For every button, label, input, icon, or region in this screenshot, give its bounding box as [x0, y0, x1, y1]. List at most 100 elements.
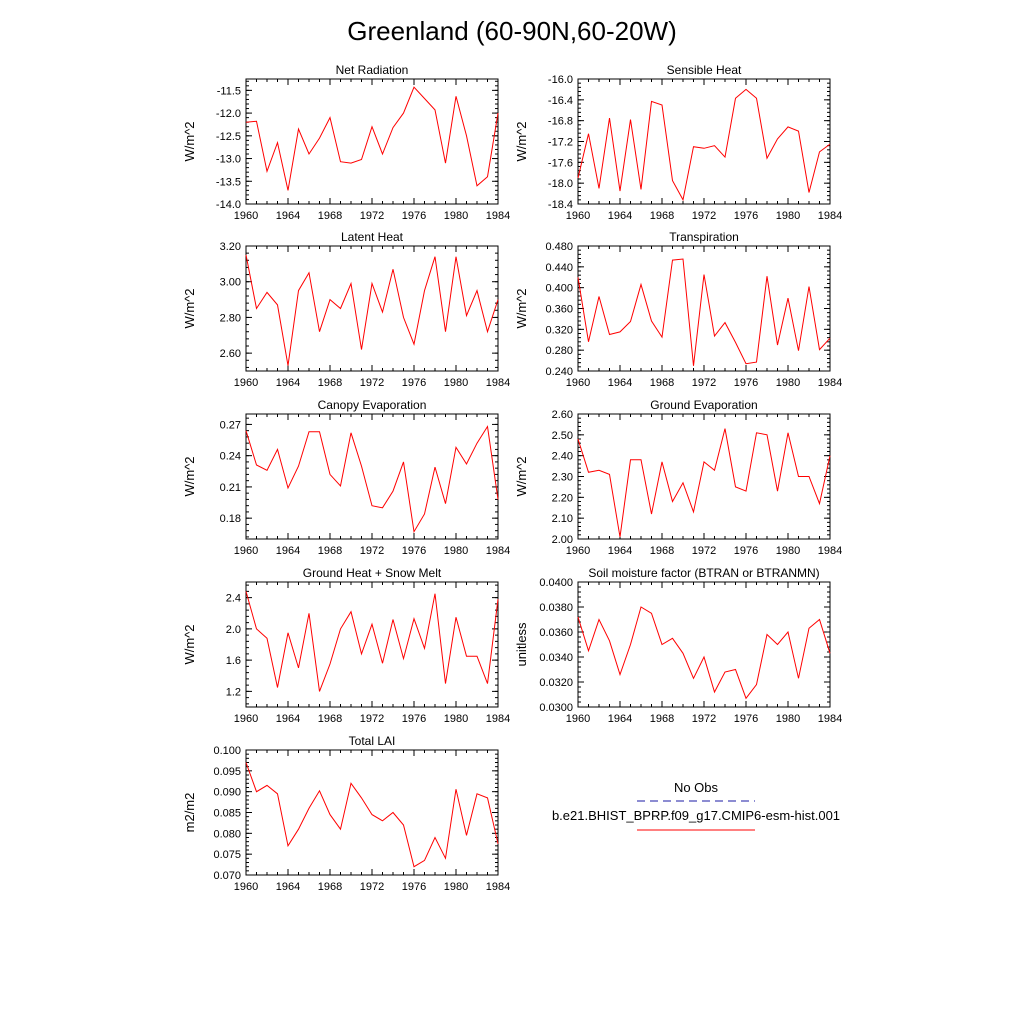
x-tick-label: 1964: [276, 545, 300, 557]
x-tick-label: 1980: [776, 545, 800, 557]
panel-transpiration: Transpiration W/m^2 1960 1964 1968 1972 1976 19…: [514, 230, 842, 389]
y-axis-label: W/m^2: [182, 121, 197, 161]
x-tick-label: 1960: [234, 210, 258, 222]
x-tick-label: 1968: [318, 881, 342, 893]
x-tick-label: 1984: [486, 713, 510, 725]
x-tick-label: 1972: [360, 881, 384, 893]
x-tick-label: 1980: [444, 713, 468, 725]
x-tick-label: 1960: [234, 713, 258, 725]
y-tick-label: 1.6: [226, 655, 241, 667]
legend: No Obs b.e21.BHIST_BPRP.f09_g17.CMIP6-es…: [552, 780, 840, 831]
x-tick-label: 1980: [444, 377, 468, 389]
y-axis-label: W/m^2: [182, 456, 197, 496]
y-tick-label: 2.4: [226, 593, 241, 605]
x-tick-label: 1972: [692, 545, 716, 557]
x-tick-label: 1964: [608, 210, 632, 222]
x-tick-label: 1984: [818, 713, 842, 725]
x-tick-label: 1960: [234, 545, 258, 557]
y-tick-label: 0.27: [220, 419, 241, 431]
y-tick-label: 2.0: [226, 624, 241, 636]
x-tick-label: 1972: [692, 713, 716, 725]
y-tick-label: 0.440: [545, 262, 573, 274]
x-tick-label: 1980: [776, 210, 800, 222]
x-tick-label: 1976: [402, 210, 426, 222]
y-tick-label: -12.5: [216, 131, 241, 143]
y-axis-label: unitless: [514, 622, 529, 667]
panel-title: Canopy Evaporation: [318, 398, 427, 412]
panel-title: Latent Heat: [341, 230, 404, 244]
x-tick-label: 1976: [734, 713, 758, 725]
series-line: [577, 428, 831, 537]
panel-net-radiation: Net Radiation W/m^2 1960 1964 1968 1972 1976 19…: [182, 63, 510, 222]
x-tick-label: 1964: [276, 210, 300, 222]
panel-title: Net Radiation: [336, 63, 409, 77]
figure-title: Greenland (60-90N,60-20W): [347, 16, 677, 46]
series-line: [245, 591, 499, 692]
x-tick-label: 1976: [734, 210, 758, 222]
panel-ground-evaporation: Ground Evaporation W/m^2 1960 1964 1968 1972 1…: [514, 398, 842, 557]
x-tick-label: 1964: [276, 377, 300, 389]
y-tick-label: 0.0320: [539, 677, 573, 689]
x-tick-label: 1976: [402, 713, 426, 725]
panel-title: Sensible Heat: [667, 63, 742, 77]
y-tick-label: -18.0: [548, 178, 573, 190]
y-tick-label: 0.21: [220, 482, 241, 494]
y-tick-label: -17.6: [548, 157, 573, 169]
y-tick-label: 0.320: [545, 324, 573, 336]
y-tick-label: -12.0: [216, 108, 241, 120]
y-axis-label: W/m^2: [514, 456, 529, 496]
y-axis-label: W/m^2: [514, 288, 529, 328]
x-tick-label: 1976: [402, 377, 426, 389]
plot-frame: [245, 581, 499, 708]
y-tick-label: 0.400: [545, 283, 573, 295]
y-tick-label: 2.50: [552, 430, 573, 442]
y-axis-label: W/m^2: [514, 121, 529, 161]
x-tick-label: 1968: [318, 377, 342, 389]
x-tick-label: 1960: [566, 713, 590, 725]
x-tick-label: 1972: [360, 377, 384, 389]
y-tick-label: 2.20: [552, 492, 573, 504]
panel-title: Soil moisture factor (BTRAN or BTRANMN): [588, 566, 819, 580]
y-tick-label: -16.8: [548, 116, 573, 128]
x-tick-label: 1980: [444, 210, 468, 222]
plot-frame: [245, 245, 499, 372]
y-tick-label: -16.0: [548, 74, 573, 86]
y-tick-label: -17.2: [548, 137, 573, 149]
y-tick-label: 0.0380: [539, 602, 573, 614]
x-tick-label: 1972: [360, 545, 384, 557]
y-tick-label: 0.085: [213, 808, 241, 820]
legend-label-model: b.e21.BHIST_BPRP.f09_g17.CMIP6-esm-hist.…: [552, 808, 840, 823]
legend-label-no-obs: No Obs: [674, 780, 719, 795]
x-tick-label: 1960: [234, 881, 258, 893]
plot-frame: [245, 749, 499, 876]
y-tick-label: -18.4: [548, 199, 573, 211]
x-tick-label: 1964: [608, 713, 632, 725]
y-axis-label: W/m^2: [182, 288, 197, 328]
x-tick-label: 1968: [318, 210, 342, 222]
x-tick-label: 1984: [818, 377, 842, 389]
x-tick-label: 1972: [692, 377, 716, 389]
x-tick-label: 1976: [402, 545, 426, 557]
x-tick-label: 1972: [360, 210, 384, 222]
y-tick-label: 0.280: [545, 345, 573, 357]
x-tick-label: 1976: [402, 881, 426, 893]
panels-group: Net Radiation W/m^2 1960 1964 1968 1972 1976 19…: [182, 63, 842, 893]
panel-ground-heat-snow-melt: Ground Heat + Snow Melt W/m^2 1960 1964 1968…: [182, 566, 510, 725]
x-tick-label: 1964: [608, 545, 632, 557]
y-tick-label: 2.00: [552, 534, 573, 546]
y-tick-label: 2.60: [220, 348, 241, 360]
y-tick-label: -11.5: [217, 85, 241, 97]
x-tick-label: 1968: [318, 545, 342, 557]
x-tick-label: 1964: [608, 377, 632, 389]
y-tick-label: 1.2: [226, 686, 241, 698]
panel-latent-heat: Latent Heat W/m^2 1960 1964 1968 1972 1976 1980…: [182, 230, 510, 389]
x-tick-label: 1984: [818, 545, 842, 557]
x-tick-label: 1960: [234, 377, 258, 389]
x-tick-label: 1980: [776, 377, 800, 389]
panel-canopy-evaporation: Canopy Evaporation W/m^2 1960 1964 1968 1972 1…: [182, 398, 510, 557]
plot-frame: [577, 413, 831, 540]
plot-frame: [245, 78, 499, 205]
y-tick-label: 0.24: [220, 451, 241, 463]
y-tick-label: 0.240: [545, 366, 573, 378]
